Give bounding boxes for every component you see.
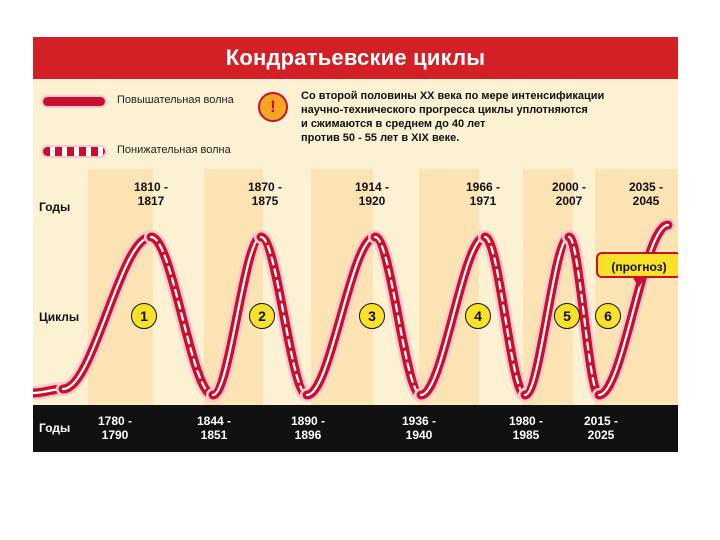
peak-years: 1966 -1971 (465, 180, 501, 208)
cycle-badge: 1 (131, 303, 157, 329)
legend-falling-label: Понижательная волна (117, 144, 231, 156)
trough-years: 1980 -1985 (508, 414, 544, 442)
trough-years: 1936 -1940 (401, 414, 437, 442)
cycle-badge: 4 (465, 303, 491, 329)
kondratiev-diagram: Кондратьевские циклы Повышательная волна… (33, 37, 678, 452)
cycle-badge: 5 (554, 303, 580, 329)
rising-wave-core (523, 235, 571, 397)
peak-years: 1810 -1817 (133, 180, 169, 208)
legend-rising-line (43, 97, 105, 106)
years-top-label: Годы (39, 200, 71, 214)
falling-wave-dashes (567, 235, 601, 397)
falling-wave-segment (480, 232, 530, 400)
rising-wave-core (305, 235, 377, 397)
rising-wave-core (211, 235, 263, 397)
trough-years: 1844 -1851 (196, 414, 232, 442)
cycle-badge: 2 (249, 303, 275, 329)
cycle-badge: 3 (359, 303, 385, 329)
rising-wave-core (61, 235, 153, 391)
falling-wave-dashes (373, 235, 423, 397)
falling-wave-dashes (149, 235, 215, 397)
note-line: научно-технического прогресса циклы упло… (301, 104, 588, 116)
cycle-badge: 6 (595, 303, 621, 329)
forecast-pointer (633, 278, 645, 287)
warning-icon: ! (258, 92, 288, 122)
wave-chart (33, 169, 678, 405)
peak-years: 2035 -2045 (628, 180, 664, 208)
years-bottom-label: Годы (39, 421, 71, 435)
rising-wave-core (419, 235, 487, 397)
bottom-years-bar: Годы 1780 -1790 1844 -1851 1890 -1896 19… (33, 405, 678, 452)
rising-wave-core (597, 223, 670, 397)
legend-rising-label: Повышательная волна (117, 94, 234, 106)
note-line: против 50 - 55 лет в XIX веке. (301, 132, 460, 144)
note-line: и сжимаются в среднем до 40 лет (301, 118, 486, 130)
cycles-label: Циклы (39, 310, 80, 324)
legend-falling-line (43, 147, 105, 156)
phase-band (419, 169, 479, 405)
title: Кондратьевские циклы (225, 45, 486, 70)
falling-wave-dashes (483, 235, 527, 397)
trough-years: 1890 -1896 (290, 414, 326, 442)
peak-years: 2000 -2007 (551, 180, 587, 208)
note-text: Со второй половины XX века по мере интен… (301, 89, 671, 145)
title-bar: Кондратьевские циклы (33, 37, 678, 79)
peak-years: 1870 -1875 (247, 180, 283, 208)
trough-years: 1780 -1790 (97, 414, 133, 442)
trough-years: 2015 -2025 (583, 414, 619, 442)
forecast-callout: (прогноз) (596, 252, 678, 278)
note-line: Со второй половины XX века по мере интен… (301, 90, 605, 102)
falling-wave-dashes (259, 235, 309, 397)
peak-years: 1914 -1920 (354, 180, 390, 208)
